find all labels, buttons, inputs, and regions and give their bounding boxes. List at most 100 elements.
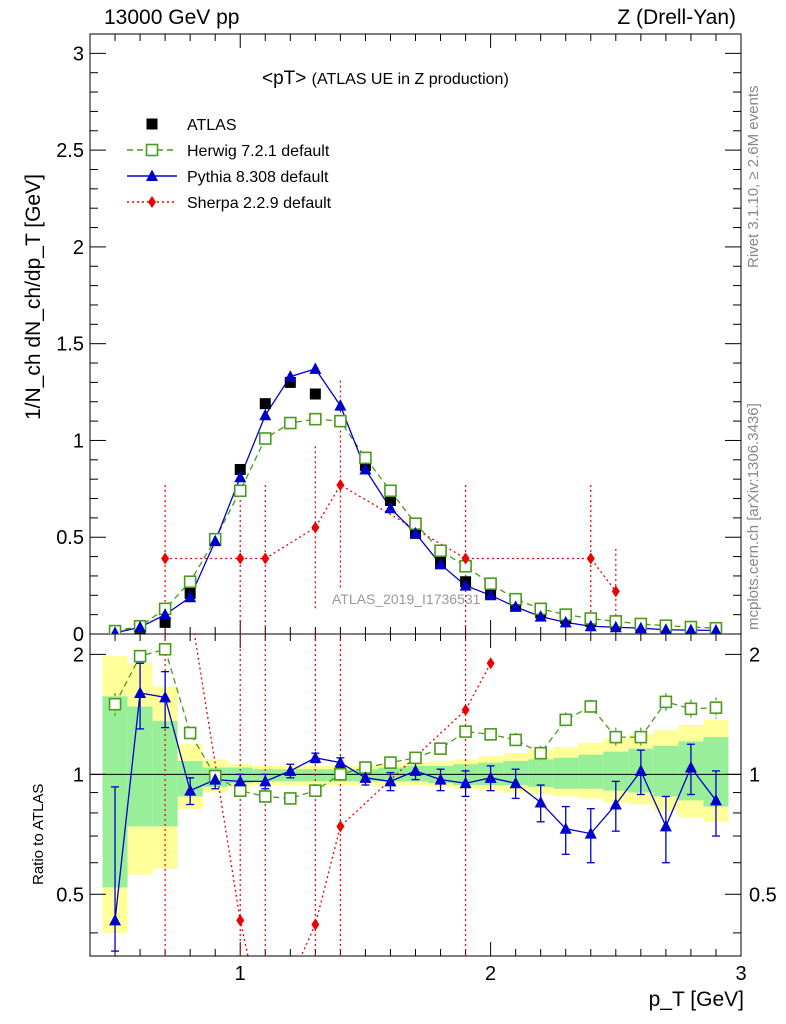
series-layer	[108, 362, 723, 956]
pythia-ratio-point	[709, 793, 722, 806]
data-point	[184, 590, 197, 603]
data-point	[359, 451, 372, 465]
herwig-ratio-point	[309, 784, 322, 797]
data-point	[309, 412, 322, 426]
data-point	[111, 626, 120, 634]
data-point	[359, 462, 372, 475]
x-axis-label: p_T [GeV]	[648, 988, 744, 1011]
data-point	[384, 484, 397, 498]
data-point	[284, 376, 296, 388]
header-right: Z (Drell-Yan)	[617, 6, 736, 29]
data-point	[309, 388, 321, 400]
data-point	[484, 588, 497, 601]
pythia-ratio-point	[259, 774, 272, 787]
data-point	[559, 615, 572, 628]
ratio-y-axis-label: Ratio to ATLAS	[30, 783, 47, 885]
data-point	[336, 478, 345, 491]
legend-label: Sherpa 2.2.9 default	[187, 195, 332, 212]
herwig-ratio-point	[284, 792, 297, 805]
chart-title-main: <pT>	[262, 68, 307, 89]
herwig-ratio-point	[183, 726, 197, 740]
legend-marker	[146, 169, 158, 181]
ratio-series	[108, 634, 723, 956]
y-tick-label: 1.5	[56, 334, 84, 356]
pythia-ratio-point	[534, 795, 547, 808]
pythia-ratio-line	[114, 692, 717, 921]
data-point	[259, 408, 272, 421]
data-point	[409, 526, 422, 539]
data-point	[660, 623, 672, 634]
data-point	[284, 370, 297, 382]
data-point	[261, 552, 270, 565]
data-point	[233, 484, 247, 498]
herwig-ratio-point	[584, 700, 598, 713]
data-point	[159, 616, 171, 628]
band-inner	[553, 757, 579, 789]
herwig-ratio-point	[684, 702, 698, 716]
y-axis-label: 1/N_ch dN_ch/dp_T [GeV]	[22, 174, 45, 420]
herwig-ratio-point	[158, 642, 172, 656]
pythia-ratio-point	[209, 773, 222, 785]
legend-label: ATLAS	[187, 117, 237, 134]
data-point	[384, 501, 397, 514]
x-tick-label: 3	[735, 963, 746, 985]
pythia-ratio-point	[159, 690, 172, 703]
pythia-ratio-point	[134, 686, 147, 698]
data-point	[334, 414, 347, 428]
data-point	[234, 463, 246, 475]
axis-ticks: 0 0.5 1 1.5 2 2.5 3 0.5 0.5 1 1 2 2 1 2 3	[56, 34, 777, 985]
data-point	[259, 398, 271, 410]
data-point	[509, 600, 522, 612]
data-point	[258, 432, 272, 445]
pythia-ratio-point	[409, 764, 422, 776]
chart-subtitle: (ATLAS UE in Z production)	[311, 71, 509, 88]
data-point	[183, 575, 197, 589]
band-inner	[578, 754, 604, 789]
herwig-ratio-point	[334, 768, 347, 781]
data-point	[311, 521, 320, 534]
y-tick-label: 1	[73, 430, 84, 452]
legend-marker	[146, 118, 158, 130]
herwig-ratio-point	[108, 697, 122, 711]
herwig-ratio-point	[384, 756, 397, 769]
herwig-ratio-point	[233, 784, 247, 797]
herwig-ratio-point	[484, 728, 497, 741]
data-point	[209, 534, 222, 547]
legend-label: Pythia 8.308 default	[187, 169, 329, 186]
data-point	[334, 399, 347, 411]
data-point	[434, 557, 447, 570]
pythia-ratio-point	[634, 764, 647, 776]
pythia-ratio-point	[459, 776, 472, 789]
rivet-label: Rivet 3.1.10, ≥ 2.6M events	[745, 85, 762, 269]
x-tick-label: 2	[485, 963, 496, 985]
data-point	[611, 585, 620, 598]
sherpa-ratio-line	[193, 634, 492, 956]
herwig-ratio-point	[609, 730, 623, 744]
herwig-ratio-point	[459, 725, 472, 738]
data-point	[484, 577, 497, 590]
pythia-ratio-point	[309, 751, 322, 763]
chart-title: <pT> (ATLAS UE in Z production)	[262, 68, 509, 90]
legend: ATLAS Herwig 7.2.1 default Pythia 8.308 de…	[127, 117, 332, 212]
pythia-ratio-point	[509, 776, 522, 789]
herwig-ratio-point	[534, 746, 547, 760]
pythia-ratio-point	[484, 771, 497, 783]
pythia-ratio-point	[334, 756, 347, 768]
data-point	[159, 608, 172, 620]
legend-marker	[145, 143, 159, 157]
data-point	[434, 544, 447, 558]
pythia-ratio-point	[659, 819, 672, 832]
herwig-ratio-point	[634, 730, 648, 744]
pythia-ratio-point	[109, 913, 122, 926]
sherpa-ratio-point	[461, 704, 470, 717]
y-tick-label: 2.5	[56, 140, 84, 162]
top-series	[108, 362, 723, 634]
band-inner	[528, 759, 554, 787]
herwig-ratio-point	[434, 742, 447, 755]
data-point	[161, 552, 170, 565]
data-point	[586, 552, 595, 565]
y-tick-label: 3	[73, 43, 84, 65]
band-inner	[653, 745, 679, 797]
data-point	[609, 620, 622, 633]
